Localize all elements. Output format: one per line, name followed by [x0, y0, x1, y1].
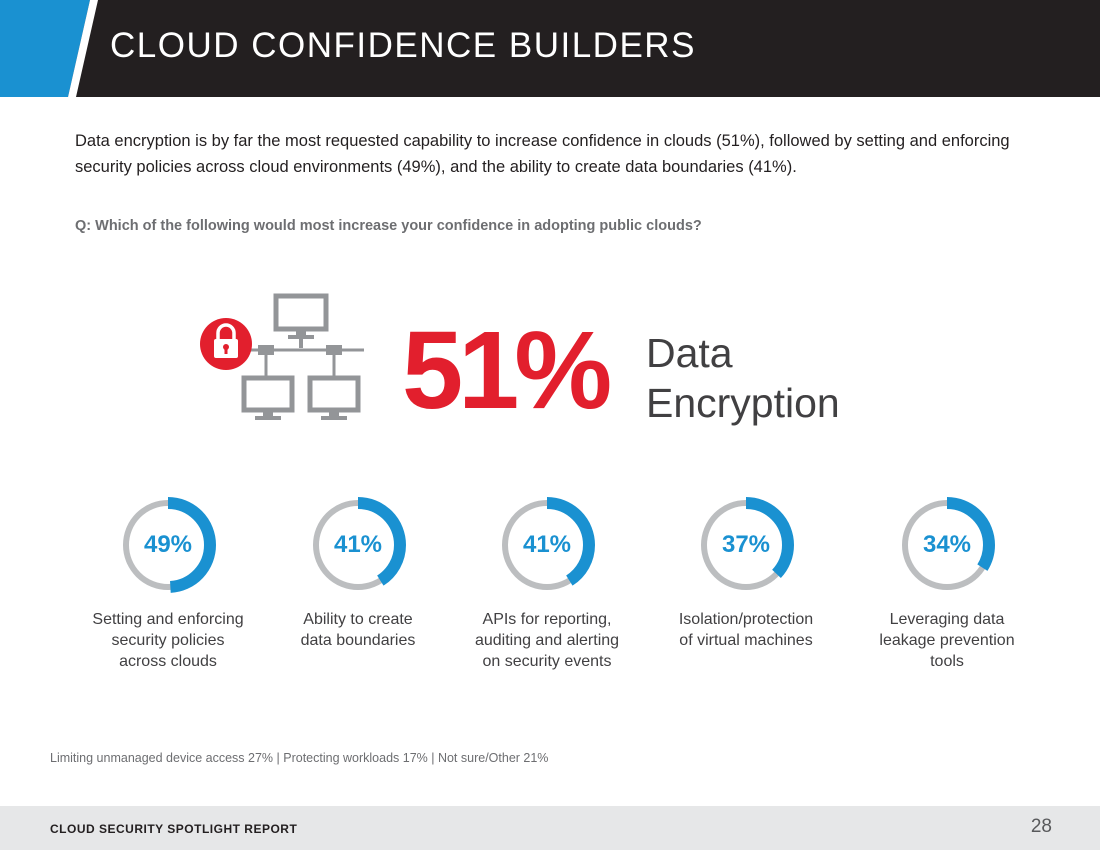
header-white-slash	[68, 0, 98, 97]
page-title: CLOUD CONFIDENCE BUILDERS	[110, 26, 696, 65]
donut-item: 41% APIs for reporting, auditing and alert…	[457, 495, 637, 672]
donut-chart: 37%	[696, 495, 796, 595]
donut-chart: 34%	[897, 495, 997, 595]
donut-svg	[899, 497, 995, 593]
donut-label: Leveraging data leakage prevention tools	[857, 609, 1037, 672]
donut-label: Ability to create data boundaries	[268, 609, 448, 651]
survey-question: Q: Which of the following would most inc…	[75, 218, 702, 234]
donut-label: APIs for reporting, auditing and alerting…	[457, 609, 637, 672]
donut-value-arc	[310, 497, 406, 593]
footer-bar: CLOUD SECURITY SPOTLIGHT REPORT 28	[0, 806, 1100, 850]
donut-item: 49% Setting and enforcing security policie…	[78, 495, 258, 672]
donut-label-line: on security events	[482, 653, 612, 670]
donut-chart: 41%	[308, 495, 408, 595]
monitor-icon-right	[307, 375, 361, 420]
donut-percentage: 49%	[143, 531, 193, 558]
donut-value-arc	[899, 497, 995, 593]
donut-label-line: auditing and alerting	[474, 632, 620, 649]
highlight-label-line2: Encryption	[646, 380, 840, 426]
donut-percentage: 41%	[522, 531, 572, 558]
highlight-label-line1: Data	[646, 330, 733, 376]
donut-label-line: Setting and enforcing	[92, 611, 244, 628]
donut-svg	[698, 497, 794, 593]
donut-item: 37% Isolation/protection of virtual machin…	[656, 495, 836, 651]
donut-value-arc	[120, 497, 216, 593]
donut-label-line: tools	[930, 653, 964, 670]
intro-paragraph: Data encryption is by far the most reque…	[75, 132, 1010, 176]
report-title: CLOUD SECURITY SPOTLIGHT REPORT	[50, 822, 298, 836]
donut-label-line: APIs for reporting,	[482, 611, 612, 628]
header-blue-accent	[0, 0, 90, 97]
donut-item: 34% Leveraging data leakage prevention tool…	[857, 495, 1037, 672]
donut-label-line: Ability to create	[303, 611, 413, 628]
highlight-percentage: 51%	[402, 309, 612, 432]
highlight-label: Data Encryption	[646, 328, 840, 428]
donut-percentage: 34%	[922, 531, 972, 558]
donut-value-arc	[698, 497, 794, 593]
network-node	[326, 345, 342, 355]
donut-label: Isolation/protection of virtual machines	[656, 609, 836, 651]
network-node	[258, 345, 274, 355]
monitor-icon-left	[241, 375, 295, 420]
donut-label-line: leakage prevention	[879, 632, 1015, 649]
lock-icon	[200, 318, 252, 370]
donut-value-arc	[499, 497, 595, 593]
donut-percentage: 41%	[333, 531, 383, 558]
donut-label: Setting and enforcing security policies ac…	[78, 609, 258, 672]
donut-label-line: across clouds	[119, 653, 217, 670]
header-background	[0, 0, 1100, 97]
network-lock-icon	[200, 293, 364, 420]
donut-label-line: security policies	[111, 632, 225, 649]
donut-chart: 49%	[118, 495, 218, 595]
donut-label-line: of virtual machines	[679, 632, 813, 649]
donut-label-line: data boundaries	[300, 632, 416, 649]
donut-svg	[120, 497, 216, 593]
monitor-icon-top	[273, 293, 329, 339]
donut-percentage: 37%	[721, 531, 771, 558]
page-number: 28	[1030, 816, 1052, 837]
header-dark-band	[0, 0, 1100, 97]
other-responses-note: Limiting unmanaged device access 27% | P…	[50, 751, 549, 765]
donut-item: 41% Ability to create data boundaries	[268, 495, 448, 651]
donut-svg	[310, 497, 406, 593]
donut-svg	[499, 497, 595, 593]
donut-chart: 41%	[497, 495, 597, 595]
donut-label-line: Leveraging data	[889, 611, 1005, 628]
header-banner: CLOUD CONFIDENCE BUILDERS	[0, 0, 1100, 97]
donut-label-line: Isolation/protection	[678, 611, 814, 628]
